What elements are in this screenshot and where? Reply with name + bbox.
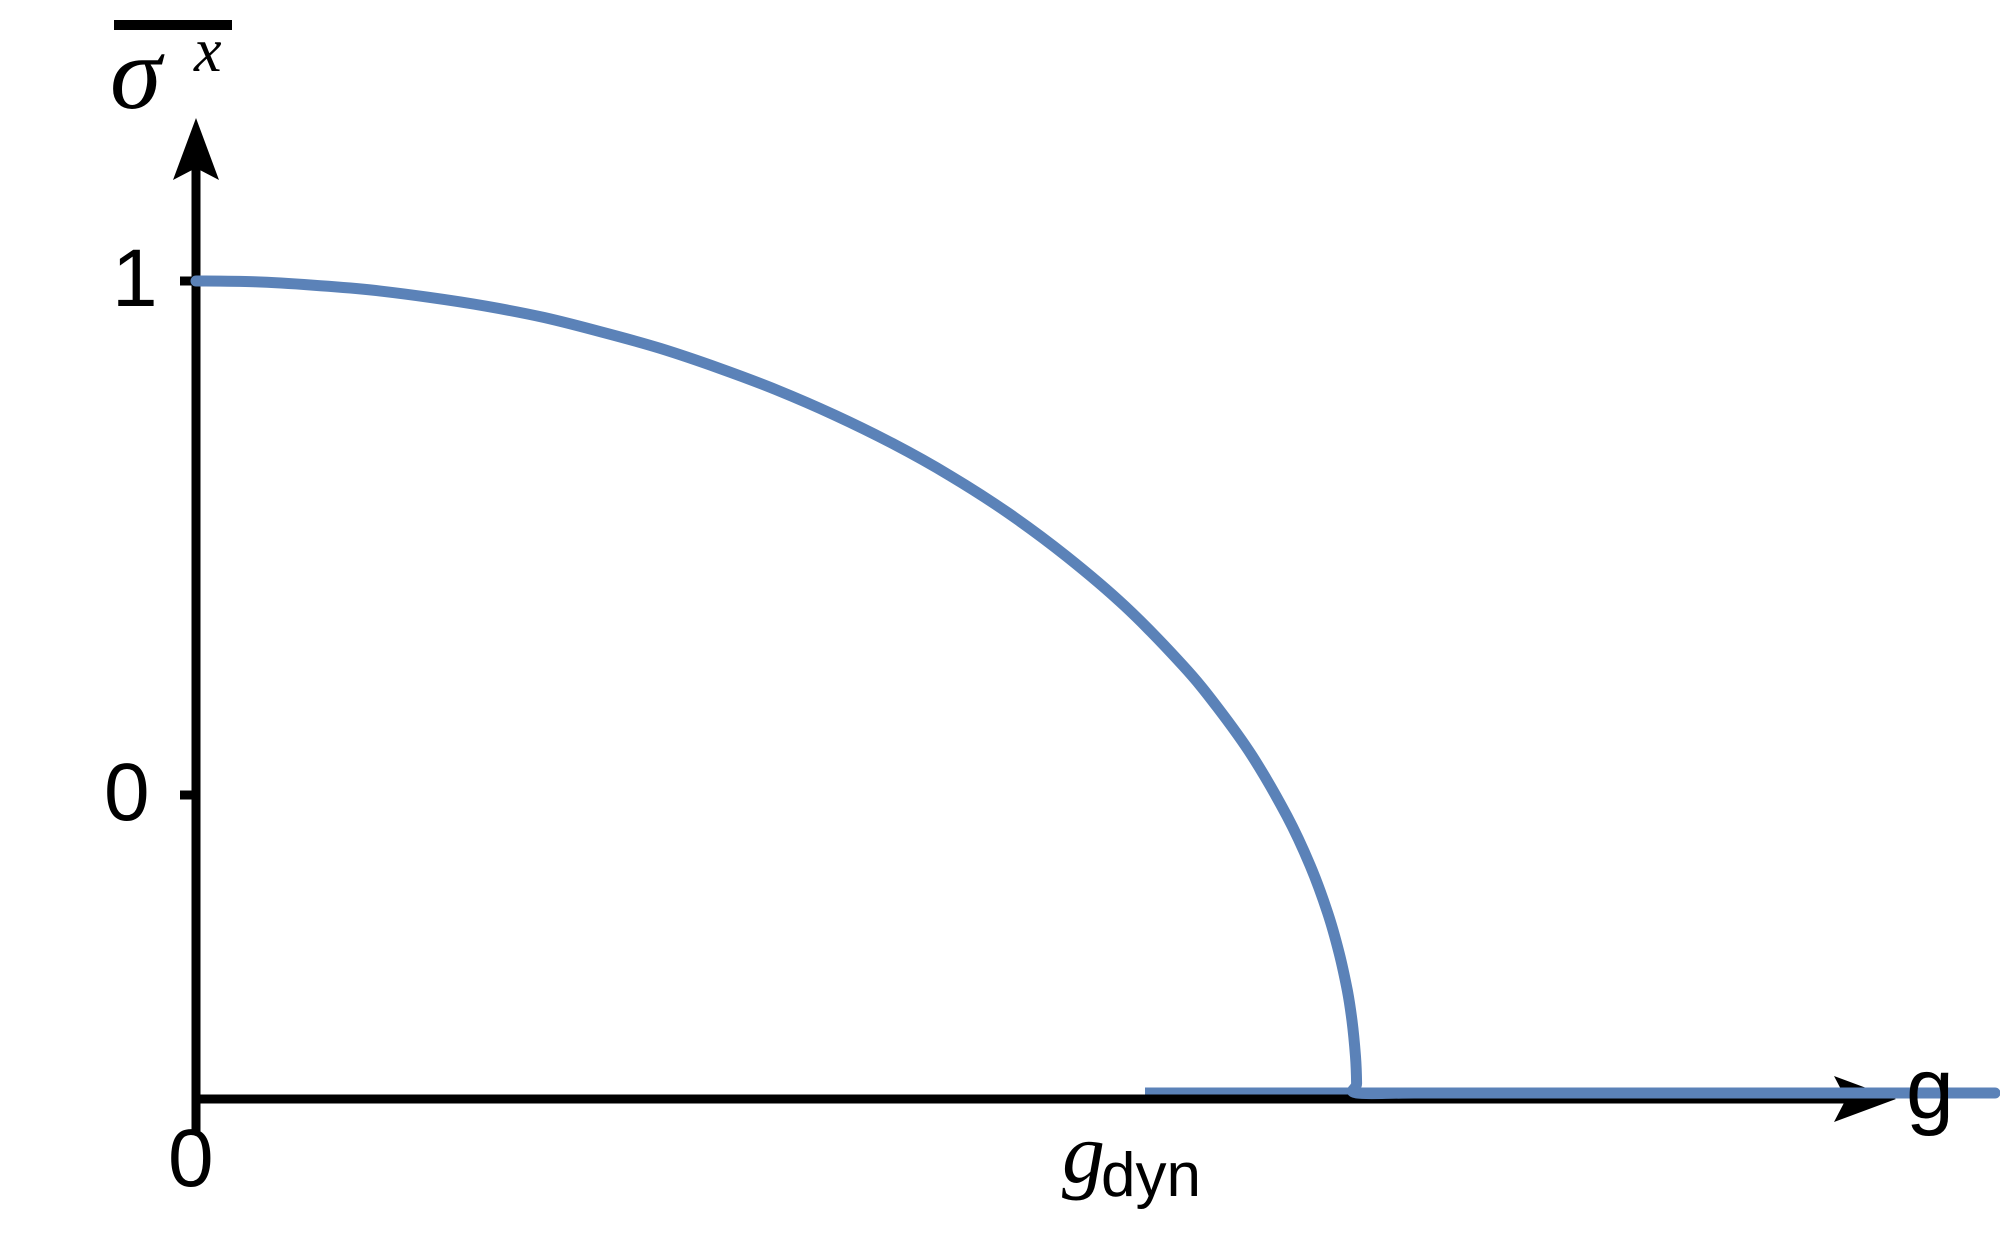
y-axis-label-superscript: x	[194, 17, 222, 85]
y-axis-label-sigma: σ	[110, 16, 162, 131]
y-axis	[173, 118, 219, 1135]
y-axis-label: σ x	[108, 6, 338, 126]
y-tick-label-0: 0	[104, 747, 150, 838]
order-parameter-curve	[190, 275, 2000, 1100]
overbar-decoration	[114, 20, 232, 30]
gdyn-base-symbol: g	[1062, 1105, 1105, 1201]
x-origin-label: 0	[168, 1113, 214, 1204]
x-axis-label: g	[1906, 1041, 1954, 1137]
x-axis	[196, 1076, 1896, 1122]
y-axis-arrowhead	[173, 118, 219, 180]
y-tick-label-1: 1	[112, 233, 158, 324]
gdyn-subscript: dyn	[1101, 1141, 1201, 1210]
gdyn-annotation: gdyn	[1062, 1110, 1205, 1220]
